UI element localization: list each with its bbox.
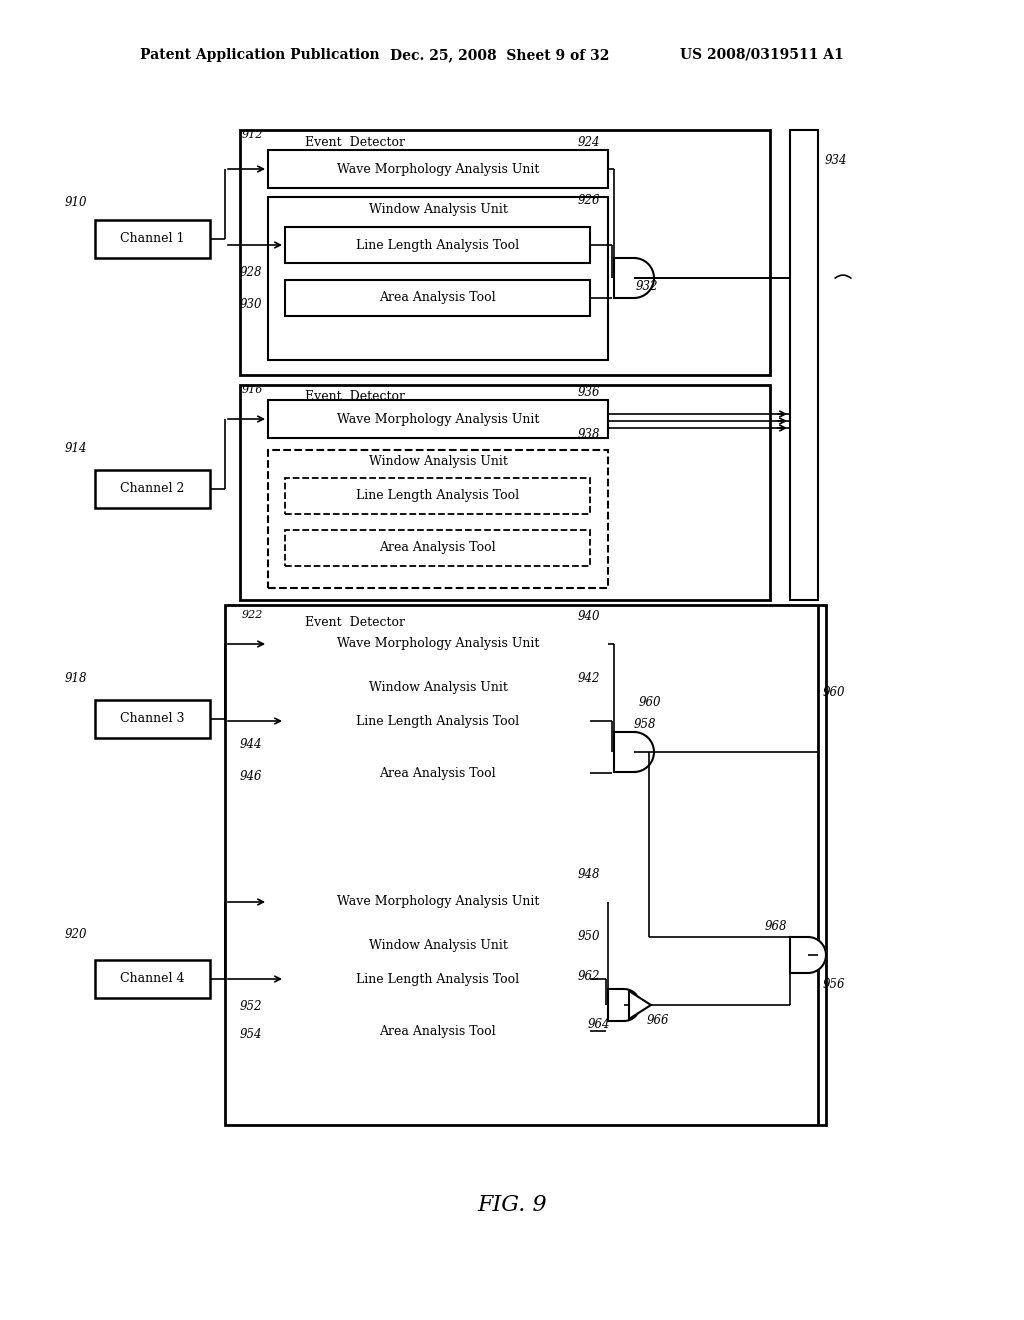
Text: 924: 924 (578, 136, 600, 149)
Text: 960: 960 (823, 685, 846, 698)
Bar (268, 150, 608, 187)
Bar (268, 675, 608, 838)
Text: US 2008/0319511 A1: US 2008/0319511 A1 (680, 48, 844, 62)
Text: Dec. 25, 2008  Sheet 9 of 32: Dec. 25, 2008 Sheet 9 of 32 (390, 48, 609, 62)
Text: 954: 954 (240, 1028, 262, 1041)
Bar (285, 961, 590, 997)
Text: 912: 912 (242, 129, 263, 140)
Bar (285, 531, 590, 566)
Bar (240, 385, 770, 601)
Text: 936: 936 (578, 385, 600, 399)
Text: Wave Morphology Analysis Unit: Wave Morphology Analysis Unit (337, 162, 540, 176)
Bar (240, 610, 770, 855)
Bar (225, 605, 826, 1125)
Bar (790, 129, 818, 601)
Bar (268, 933, 608, 1101)
Bar (95, 700, 210, 738)
Text: Wave Morphology Analysis Unit: Wave Morphology Analysis Unit (337, 895, 540, 908)
Text: Line Length Analysis Tool: Line Length Analysis Tool (356, 973, 519, 986)
Text: 920: 920 (65, 928, 87, 941)
Bar (95, 960, 210, 998)
Text: 928: 928 (240, 265, 262, 279)
Text: Area Analysis Tool: Area Analysis Tool (379, 541, 496, 554)
Text: FIG. 9: FIG. 9 (477, 1195, 547, 1216)
Text: Event  Detector: Event Detector (305, 136, 406, 149)
Text: 944: 944 (240, 738, 262, 751)
Text: 922: 922 (242, 610, 263, 620)
Text: 934: 934 (825, 153, 848, 166)
Bar (268, 400, 608, 438)
Text: 946: 946 (240, 771, 262, 784)
Text: 910: 910 (65, 195, 87, 209)
Polygon shape (614, 733, 654, 772)
Text: Window Analysis Unit: Window Analysis Unit (369, 455, 508, 469)
Bar (285, 704, 590, 739)
Text: 930: 930 (240, 298, 262, 312)
Text: Channel 1: Channel 1 (120, 232, 184, 246)
Polygon shape (790, 937, 826, 973)
Text: 926: 926 (578, 194, 600, 206)
Text: 952: 952 (240, 999, 262, 1012)
Text: Line Length Analysis Tool: Line Length Analysis Tool (356, 490, 519, 503)
Text: Wave Morphology Analysis Unit: Wave Morphology Analysis Unit (337, 638, 540, 651)
Text: 960: 960 (639, 696, 662, 709)
Text: 942: 942 (578, 672, 600, 685)
Polygon shape (608, 989, 640, 1020)
Bar (285, 755, 590, 791)
Bar (268, 450, 608, 587)
Text: 968: 968 (765, 920, 787, 933)
Polygon shape (629, 991, 651, 1019)
Text: Line Length Analysis Tool: Line Length Analysis Tool (356, 239, 519, 252)
Bar (240, 129, 770, 375)
Text: 948: 948 (578, 869, 600, 882)
Bar (285, 1012, 590, 1049)
Text: 914: 914 (65, 441, 87, 454)
Text: Area Analysis Tool: Area Analysis Tool (379, 292, 496, 305)
Text: Patent Application Publication: Patent Application Publication (140, 48, 380, 62)
Bar (285, 227, 590, 263)
Bar (285, 280, 590, 315)
Bar (285, 478, 590, 513)
Bar (268, 624, 608, 663)
Text: Event  Detector: Event Detector (305, 391, 406, 404)
Text: 958: 958 (634, 718, 656, 730)
Bar (95, 220, 210, 257)
Text: 932: 932 (636, 280, 658, 293)
Text: Channel 3: Channel 3 (120, 713, 184, 726)
Polygon shape (614, 257, 654, 298)
Text: Channel 2: Channel 2 (120, 483, 184, 495)
Text: 918: 918 (65, 672, 87, 685)
Text: 940: 940 (578, 610, 600, 623)
Bar (268, 197, 608, 360)
Bar (268, 883, 608, 921)
Text: 950: 950 (578, 929, 600, 942)
Text: 938: 938 (578, 429, 600, 441)
Text: 916: 916 (242, 385, 263, 395)
Text: 956: 956 (823, 978, 846, 991)
Text: Area Analysis Tool: Area Analysis Tool (379, 767, 496, 780)
Text: Event  Detector: Event Detector (305, 615, 406, 628)
Text: 962: 962 (578, 970, 600, 983)
Bar (240, 870, 770, 1119)
Text: Wave Morphology Analysis Unit: Wave Morphology Analysis Unit (337, 412, 540, 425)
Text: 964: 964 (588, 1019, 610, 1031)
Text: Channel 4: Channel 4 (120, 973, 184, 986)
Text: 966: 966 (647, 1015, 670, 1027)
Bar (95, 470, 210, 508)
Text: Line Length Analysis Tool: Line Length Analysis Tool (356, 714, 519, 727)
Text: Area Analysis Tool: Area Analysis Tool (379, 1024, 496, 1038)
Text: Window Analysis Unit: Window Analysis Unit (369, 939, 508, 952)
Text: Window Analysis Unit: Window Analysis Unit (369, 202, 508, 215)
Text: Window Analysis Unit: Window Analysis Unit (369, 681, 508, 693)
